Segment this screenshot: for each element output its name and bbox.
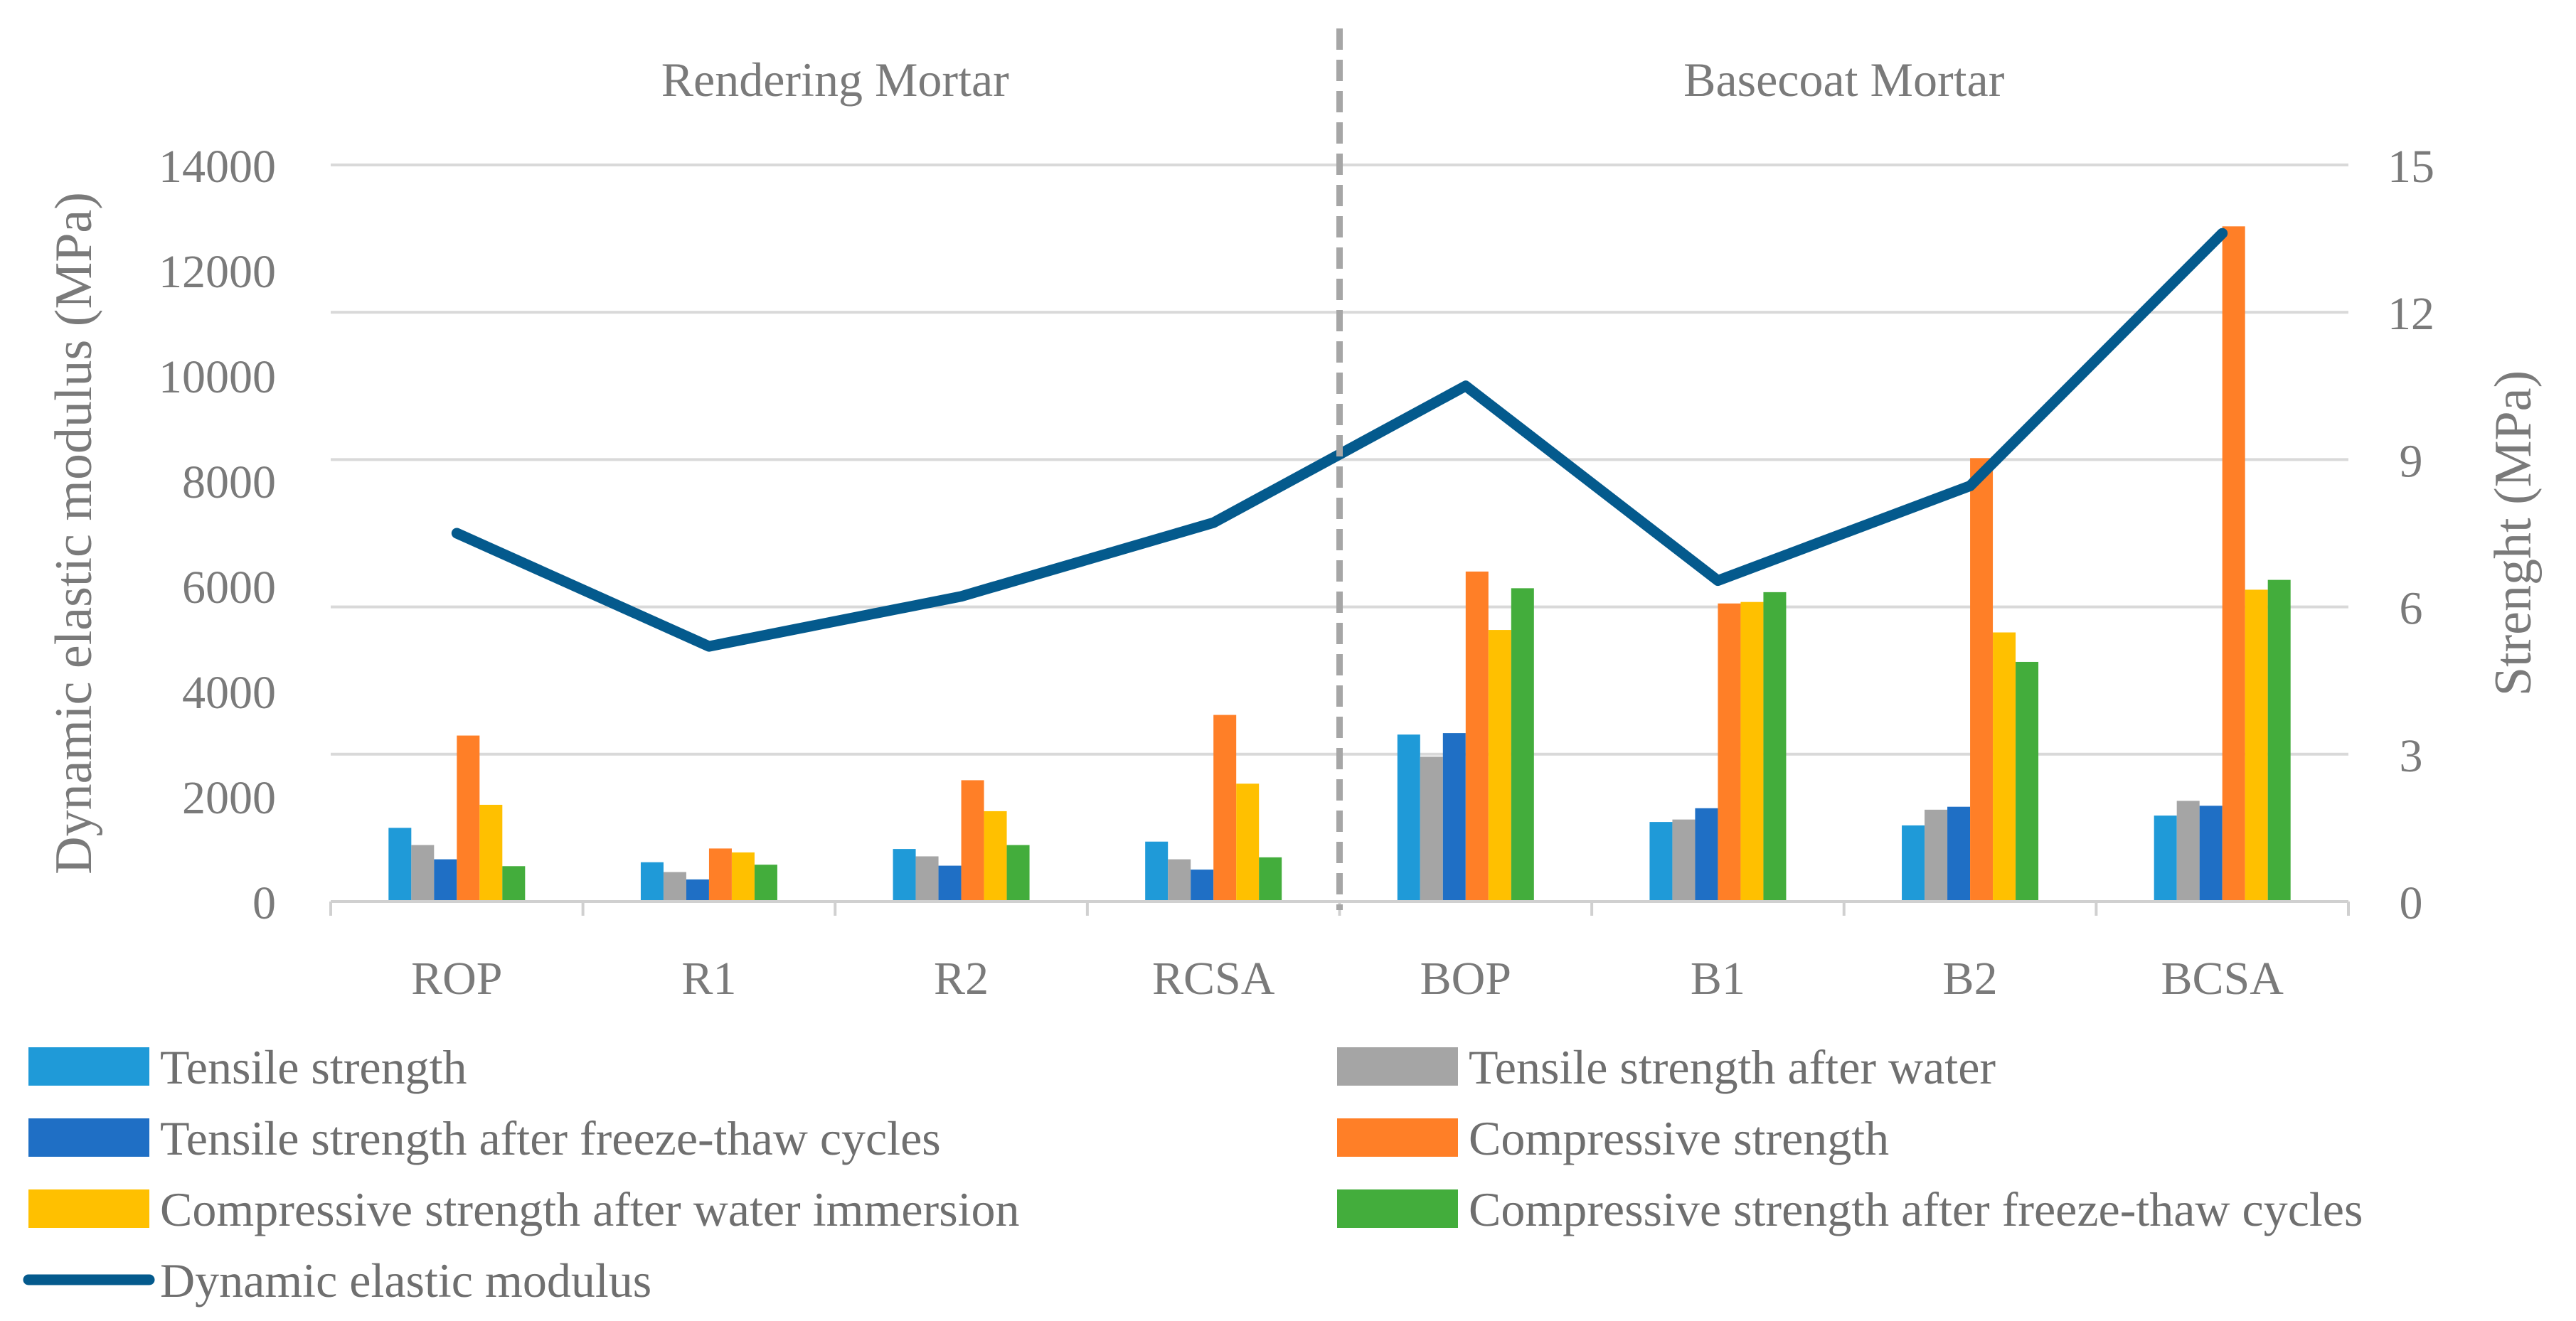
bar — [1213, 715, 1237, 902]
category-label: BCSA — [2161, 953, 2284, 1005]
bar — [1718, 603, 1741, 902]
bar — [1442, 733, 1466, 902]
bar — [1006, 845, 1030, 902]
legend-label: Tensile strength after water — [1469, 1040, 1996, 1094]
legend-swatch — [1337, 1047, 1458, 1086]
bar — [1511, 588, 1534, 902]
bar — [640, 862, 664, 902]
bar — [1168, 859, 1191, 902]
legend-label: Compressive strength after water immersi… — [160, 1182, 1020, 1236]
bar — [1420, 756, 1443, 902]
category-label: ROP — [411, 953, 502, 1005]
bar — [2222, 226, 2245, 902]
legend-swatch — [28, 1047, 149, 1086]
left-axis-title: Dynamic elastic modulus (MPa) — [45, 192, 103, 875]
bar — [434, 859, 457, 902]
right-tick-label: 0 — [2400, 877, 2423, 929]
bar — [1191, 870, 1214, 902]
right-tick-label: 3 — [2400, 730, 2423, 782]
left-tick-label: 8000 — [182, 456, 276, 508]
bar — [1672, 819, 1696, 902]
right-axis-title: Strenght (MPa) — [2484, 370, 2543, 696]
category-label: BOP — [1420, 953, 1511, 1005]
bar — [1740, 601, 1764, 902]
bar — [388, 828, 412, 902]
bar — [915, 856, 939, 902]
bar — [961, 780, 984, 902]
left-tick-label: 2000 — [182, 772, 276, 824]
bar — [686, 879, 709, 902]
right-tick-label: 12 — [2388, 288, 2434, 340]
right-tick-label: 6 — [2400, 583, 2423, 635]
bar — [708, 848, 732, 902]
left-tick-label: 4000 — [182, 667, 276, 719]
category-label: B1 — [1691, 953, 1745, 1005]
bar — [1993, 632, 2016, 902]
axes: 0 2000 4000 6000 8000 10000 12000 14000 0 3 6 9 12 15… — [159, 28, 2434, 1005]
category-label: RCSA — [1152, 953, 1275, 1005]
bar — [1947, 806, 1971, 902]
bar — [2267, 579, 2291, 902]
right-tick-label: 15 — [2388, 141, 2434, 193]
bar — [2154, 815, 2177, 902]
left-tick-label: 14000 — [159, 141, 276, 193]
bar — [2176, 801, 2200, 902]
bar — [893, 849, 916, 902]
legend-label: Compressive strength after freeze-thaw c… — [1469, 1182, 2363, 1236]
bar — [411, 845, 435, 902]
group-title: Basecoat Mortar — [1683, 53, 2005, 107]
bar — [731, 852, 755, 902]
legend-label: Dynamic elastic modulus — [160, 1253, 651, 1307]
category-label: R1 — [681, 953, 736, 1005]
left-tick-label: 6000 — [182, 562, 276, 614]
bar — [1970, 458, 1994, 902]
legend-label: Compressive strength — [1469, 1111, 1889, 1165]
bar — [1236, 783, 1260, 902]
bar — [502, 866, 526, 902]
left-tick-label: 10000 — [159, 351, 276, 403]
bar — [479, 804, 503, 902]
bar — [663, 872, 686, 902]
legend-label: Tensile strength after freeze-thaw cycle… — [160, 1111, 941, 1165]
group-title: Rendering Mortar — [661, 53, 1009, 107]
legend-swatch — [28, 1189, 149, 1228]
bar — [1925, 809, 1948, 902]
legend-label: Tensile strength — [160, 1040, 467, 1094]
bar — [2016, 661, 2039, 902]
bar — [1902, 825, 1925, 902]
bar — [1465, 571, 1489, 902]
bar — [1259, 857, 1282, 902]
bar — [1695, 808, 1718, 902]
bar — [1649, 822, 1673, 902]
category-label: B2 — [1943, 953, 1998, 1005]
bar — [1145, 841, 1169, 902]
left-tick-label: 0 — [252, 877, 276, 929]
legend-swatch — [28, 1118, 149, 1157]
bar — [984, 811, 1007, 902]
left-tick-label: 12000 — [159, 246, 276, 298]
bar — [457, 735, 480, 902]
bar — [938, 865, 962, 902]
bar — [1488, 630, 1511, 902]
bar — [1763, 592, 1787, 902]
category-label: R2 — [934, 953, 989, 1005]
legend-swatch — [1337, 1189, 1458, 1228]
right-tick-label: 9 — [2400, 435, 2423, 487]
bar — [2199, 806, 2223, 902]
legend: Tensile strength Tensile strength after w… — [23, 1040, 2363, 1307]
bar — [754, 865, 777, 902]
bar — [1397, 734, 1420, 902]
bar — [2245, 589, 2268, 902]
legend-swatch — [1337, 1118, 1458, 1157]
bars — [388, 226, 2291, 902]
